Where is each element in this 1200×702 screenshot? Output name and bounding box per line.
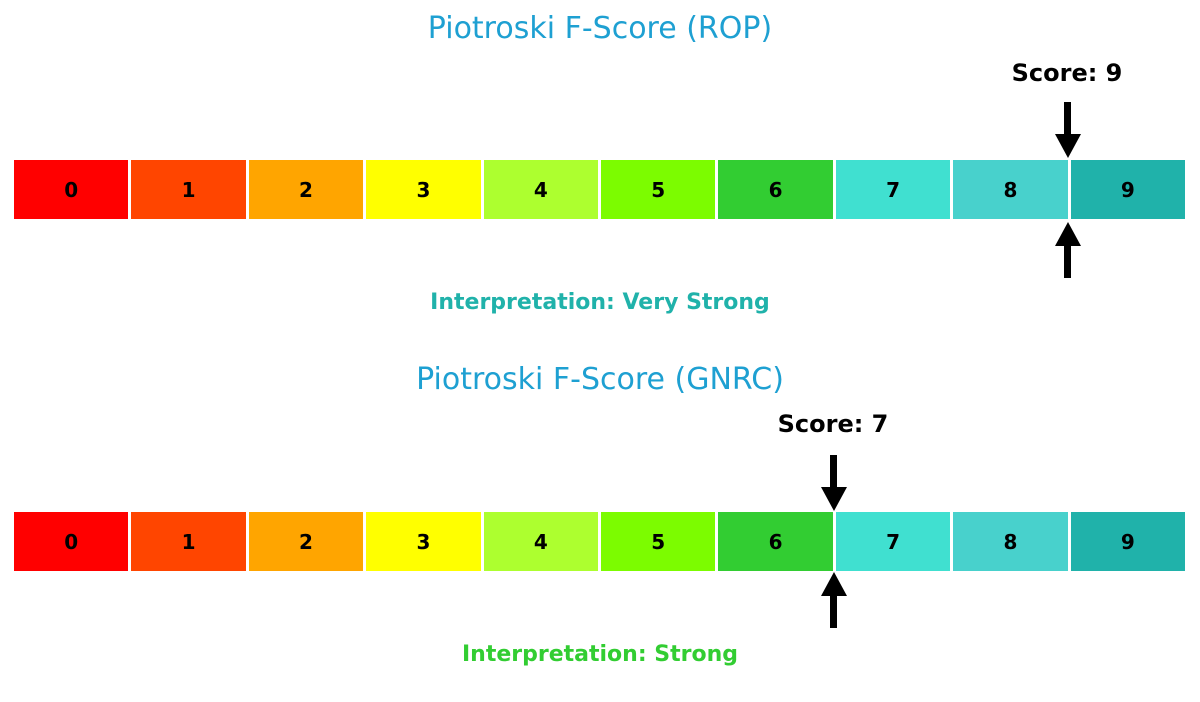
segment-label: 6 xyxy=(768,177,783,202)
score-label-gnrc: Score: 7 xyxy=(777,410,889,438)
segment-label: 0 xyxy=(64,529,79,554)
segment-label: 9 xyxy=(1120,529,1135,554)
fscore-scale-bar-gnrc: 0 1 2 3 4 5 6 7 8 9 xyxy=(14,512,1186,571)
arrow-stem xyxy=(1064,102,1072,134)
segment-label: 6 xyxy=(768,529,783,554)
scale-segment-6: 6 xyxy=(718,512,833,571)
arrow-head xyxy=(820,572,847,596)
fscore-scale-bar-rop: 0 1 2 3 4 5 6 7 8 9 xyxy=(14,160,1186,219)
scale-segment-0: 0 xyxy=(14,160,129,219)
segment-label: 9 xyxy=(1120,177,1135,202)
arrow-head xyxy=(820,487,847,511)
segment-label: 3 xyxy=(416,529,431,554)
scale-segment-3: 3 xyxy=(366,512,481,571)
segment-label: 8 xyxy=(1003,529,1018,554)
segment-label: 3 xyxy=(416,177,431,202)
chart-title-rop: Piotroski F-Score (ROP) xyxy=(427,11,773,46)
scale-segment-4: 4 xyxy=(483,160,599,219)
arrow-stem xyxy=(830,596,838,628)
scale-segment-1: 1 xyxy=(131,160,246,219)
arrow-head xyxy=(1054,134,1081,158)
scale-segment-2: 2 xyxy=(248,160,364,219)
score-label-rop: Score: 9 xyxy=(1011,59,1123,87)
scale-segment-8: 8 xyxy=(953,160,1068,219)
interpretation-label-rop: Interpretation: Very Strong xyxy=(430,290,770,315)
chart-title-gnrc: Piotroski F-Score (GNRC) xyxy=(416,362,784,397)
segment-label: 5 xyxy=(651,177,666,202)
arrow-down-icon xyxy=(1054,102,1081,158)
scale-segment-0: 0 xyxy=(14,512,129,571)
scale-segment-5: 5 xyxy=(601,512,716,571)
scale-segment-9: 9 xyxy=(1070,512,1186,571)
segment-label: 4 xyxy=(533,529,548,554)
segment-label: 1 xyxy=(181,177,196,202)
segment-label: 2 xyxy=(299,177,313,202)
arrow-up-icon xyxy=(1054,222,1081,278)
scale-segment-2: 2 xyxy=(248,512,364,571)
segment-label: 5 xyxy=(651,529,666,554)
scale-segment-3: 3 xyxy=(366,160,481,219)
arrow-up-icon xyxy=(820,572,847,628)
segment-label: 0 xyxy=(64,177,79,202)
arrow-stem xyxy=(1064,246,1072,278)
segment-label: 2 xyxy=(299,529,313,554)
segment-label: 1 xyxy=(181,529,196,554)
scale-segment-5: 5 xyxy=(601,160,716,219)
segment-label: 4 xyxy=(533,177,548,202)
scale-segment-8: 8 xyxy=(953,512,1068,571)
segment-label: 8 xyxy=(1003,177,1018,202)
scale-segment-9: 9 xyxy=(1070,160,1186,219)
arrow-down-icon xyxy=(820,455,847,511)
scale-segment-7: 7 xyxy=(835,512,951,571)
segment-label: 7 xyxy=(886,529,900,554)
arrow-stem xyxy=(830,455,838,487)
scale-segment-6: 6 xyxy=(718,160,833,219)
scale-segment-1: 1 xyxy=(131,512,246,571)
scale-segment-7: 7 xyxy=(835,160,951,219)
arrow-head xyxy=(1054,222,1081,246)
segment-label: 7 xyxy=(886,177,900,202)
scale-segment-4: 4 xyxy=(483,512,599,571)
interpretation-label-gnrc: Interpretation: Strong xyxy=(461,642,739,667)
